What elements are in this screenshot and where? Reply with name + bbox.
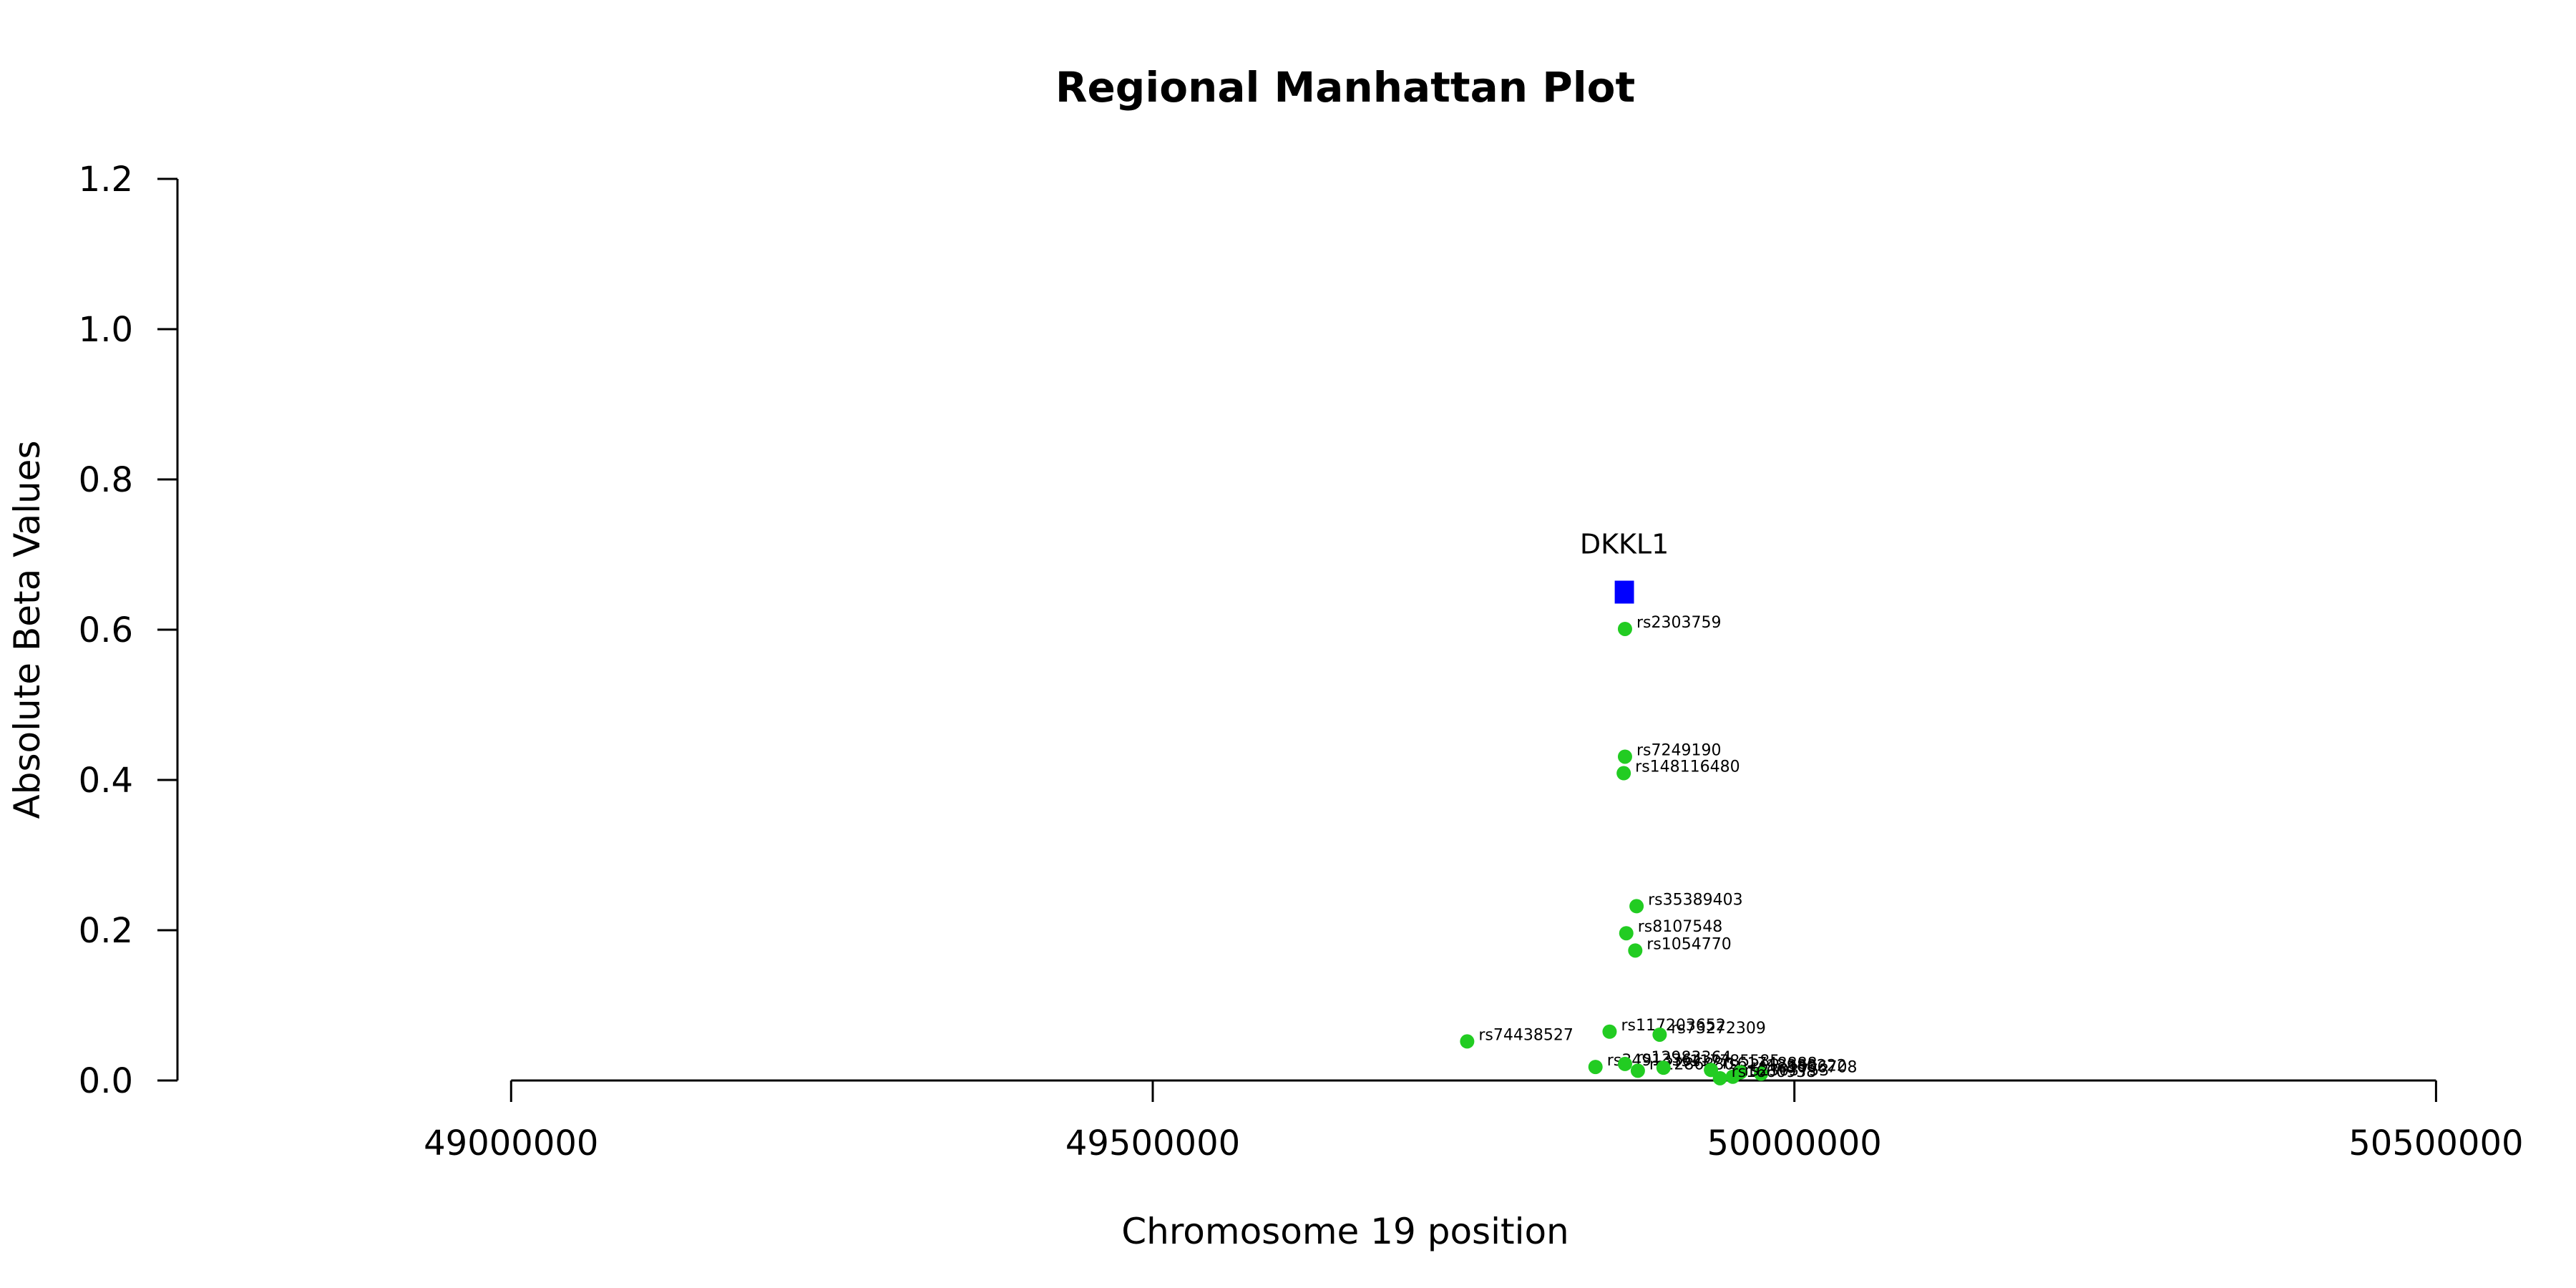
snp-point [1616,766,1631,781]
y-tick-label: 0.8 [79,460,133,500]
y-tick-label: 0.0 [79,1061,133,1101]
y-tick-label: 1.2 [79,160,133,200]
x-tick-label: 49500000 [1065,1123,1240,1163]
snp-point [1619,926,1634,941]
snp-label: rs35389403 [1648,891,1742,909]
y-tick-label: 1.0 [79,310,133,350]
snp-label: rs117203652 [1621,1017,1725,1035]
snp-point [1629,899,1644,914]
snp-point [1588,1060,1603,1075]
snp-point [1630,1063,1645,1078]
y-tick-label: 0.6 [79,610,133,650]
snp-point [1712,1070,1727,1085]
snp-label: rs73272309 [1671,1020,1765,1038]
snp-label: rs1660938 [1732,1063,1817,1081]
y-axis-label: Absolute Beta Values [6,441,48,819]
snp-point [1652,1027,1667,1042]
gene-track: DKKL1 [1580,529,1669,604]
snp-label: rs74438527 [1478,1026,1573,1044]
x-tick-label: 49000000 [424,1123,598,1163]
snp-point [1617,1056,1632,1071]
gene-bar [1614,580,1634,604]
x-tick-label: 50500000 [2348,1123,2523,1163]
snp-label: rs8107548 [1638,918,1723,936]
x-axis-ticks: 49000000 49500000 50000000 50500000 [424,1080,2524,1163]
snp-label: rs2303759 [1636,614,1722,632]
snp-label: rs7249190 [1636,741,1722,759]
x-axis-label: Chromosome 19 position [1121,1211,1569,1252]
snp-label: rs12983364 [1636,1049,1731,1067]
y-axis-ticks: 0.0 0.2 0.4 0.6 0.8 1.0 1.2 [79,160,177,1101]
snp-point [1617,621,1632,636]
snp-label: rs148116480 [1635,758,1740,776]
snp-label: rs2303753 [1745,1062,1830,1080]
gene-label: DKKL1 [1580,529,1669,560]
snp-point [1460,1034,1475,1049]
snp-point [1725,1069,1740,1084]
snp-label: rs1054770 [1646,935,1732,953]
snp-point [1602,1024,1617,1039]
y-tick-label: 0.4 [79,761,133,801]
snp-label: rs1006708 [1772,1059,1858,1077]
snp-point [1656,1060,1671,1075]
y-tick-label: 0.2 [79,911,133,951]
x-tick-label: 50000000 [1707,1123,1882,1163]
snp-point [1617,749,1632,764]
snp-point [1628,943,1643,958]
snp-point [1754,1066,1769,1081]
chart-title: Regional Manhattan Plot [1055,63,1635,112]
